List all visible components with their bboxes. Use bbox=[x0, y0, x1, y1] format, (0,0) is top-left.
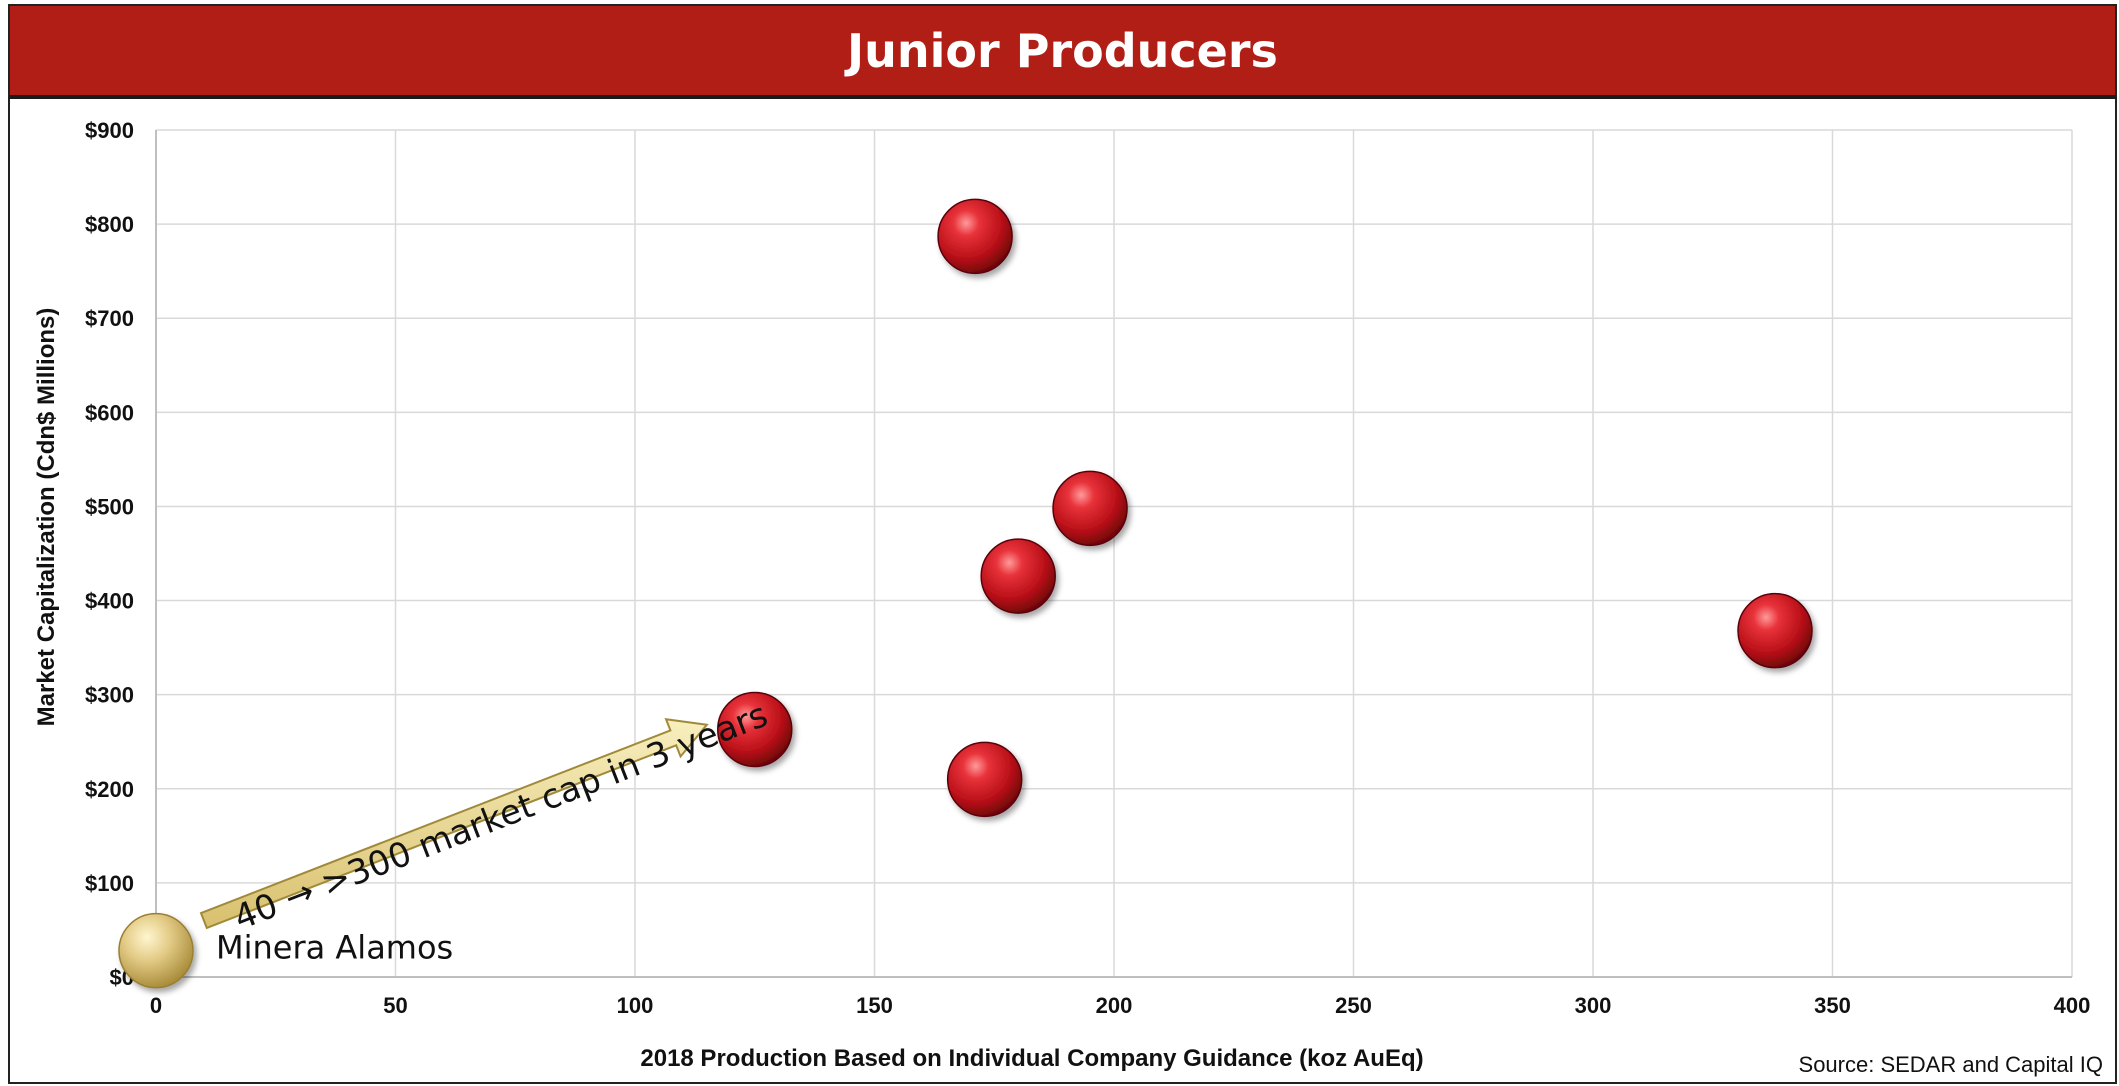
data-point bbox=[946, 741, 1023, 818]
growth-annotation: 40 → >300 market cap in 3 years bbox=[229, 695, 774, 939]
x-tick-label: 350 bbox=[1814, 993, 1851, 1018]
chart-title: Junior Producers bbox=[847, 23, 1278, 78]
axis-labels: 2018 Production Based on Individual Comp… bbox=[33, 308, 1424, 1072]
x-tick-label: 150 bbox=[856, 993, 893, 1018]
y-tick-label: $500 bbox=[85, 494, 134, 519]
chart-frame bbox=[8, 4, 2117, 1084]
x-tick-label: 50 bbox=[383, 993, 407, 1018]
y-axis-label: Market Capitalization (Cdn$ Millions) bbox=[33, 308, 60, 727]
x-tick-label: 300 bbox=[1575, 993, 1612, 1018]
data-point bbox=[937, 198, 1013, 275]
data-points bbox=[118, 198, 1813, 989]
x-tick-label: 100 bbox=[617, 993, 654, 1018]
y-tick-label: $900 bbox=[85, 118, 134, 143]
x-tick-label: 250 bbox=[1335, 993, 1372, 1018]
y-tick-label: $200 bbox=[85, 777, 134, 802]
x-tick-label: 400 bbox=[2054, 993, 2091, 1018]
y-tick-label: $700 bbox=[85, 306, 134, 331]
x-tick-label: 0 bbox=[150, 993, 162, 1018]
data-point bbox=[717, 691, 793, 768]
data-point bbox=[1052, 470, 1128, 547]
x-axis-label: 2018 Production Based on Individual Comp… bbox=[640, 1045, 1423, 1072]
data-point bbox=[1737, 592, 1813, 669]
y-tick-label: $400 bbox=[85, 589, 134, 614]
minera-alamos-label: Minera Alamos bbox=[216, 929, 453, 967]
x-tick-label: 200 bbox=[1096, 993, 1133, 1018]
annotations: 40 → >300 market cap in 3 years Minera A… bbox=[199, 695, 774, 967]
y-tick-label: $300 bbox=[85, 683, 134, 708]
axes: 0 50 100 150 200 250 300 350 400$0$100$200$300$4… bbox=[85, 118, 2090, 1018]
data-point bbox=[980, 538, 1056, 614]
source-note: Source: SEDAR and Capital IQ bbox=[1798, 1052, 2103, 1077]
y-tick-label: $600 bbox=[85, 400, 134, 425]
y-tick-label: $800 bbox=[85, 212, 134, 237]
minera-alamos-point bbox=[118, 912, 194, 989]
growth-arrow bbox=[199, 717, 709, 930]
y-tick-label: $100 bbox=[85, 871, 134, 896]
title-bar: Junior Producers bbox=[8, 4, 2117, 99]
